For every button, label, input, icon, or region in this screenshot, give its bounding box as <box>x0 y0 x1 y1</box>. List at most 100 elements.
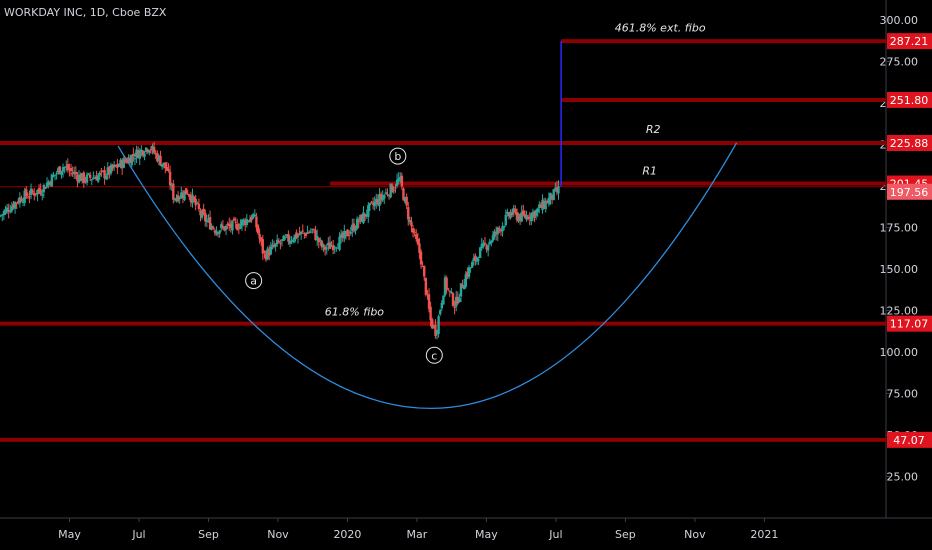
candle-body <box>293 234 296 242</box>
candle-body <box>557 186 560 194</box>
candle-body <box>407 207 410 220</box>
candle-body <box>392 189 396 191</box>
candle-body <box>514 209 517 212</box>
candle-body <box>554 187 557 190</box>
candle-body <box>247 220 250 222</box>
candle-body <box>85 174 89 183</box>
candle-body <box>148 150 151 153</box>
candle-body <box>268 249 271 256</box>
candle-body <box>456 296 460 304</box>
price-badge-label: 251.80 <box>890 94 929 107</box>
candle-body <box>445 277 448 290</box>
annotation-label[interactable]: R2 <box>646 123 661 136</box>
candle-body <box>322 244 325 247</box>
candle-body <box>349 231 352 234</box>
candle-body <box>347 234 351 236</box>
candle-body <box>327 242 330 246</box>
candle-body <box>547 197 551 205</box>
candle-body <box>290 240 293 242</box>
candle-body <box>542 201 546 209</box>
candle-body <box>312 228 316 230</box>
candle-body <box>73 171 76 174</box>
candle-body <box>402 188 405 201</box>
wave-label-circle[interactable] <box>389 147 407 165</box>
candle-body <box>143 154 146 157</box>
candle-body <box>76 175 79 181</box>
candle-body <box>125 161 129 163</box>
candle-body <box>395 179 399 187</box>
candle-body <box>234 221 237 223</box>
candle-body <box>435 332 439 335</box>
candle-body <box>440 303 444 309</box>
candle-body <box>303 232 306 234</box>
candle-body <box>482 242 485 247</box>
candle-body <box>53 174 57 176</box>
candle-body <box>541 199 544 211</box>
candle-body <box>328 242 332 249</box>
candle-body <box>255 216 258 228</box>
candle-body <box>355 218 359 230</box>
annotation-label[interactable]: 461.8% ext. fibo <box>615 22 706 35</box>
candle-body <box>480 244 483 249</box>
candle-body <box>413 231 416 233</box>
candle-body <box>61 167 65 172</box>
candle-body <box>450 291 453 293</box>
candle-body <box>490 240 493 244</box>
candle-body <box>494 232 498 234</box>
wave-label-circle[interactable] <box>245 272 263 290</box>
candle-body <box>296 235 300 237</box>
candle-body <box>533 211 536 218</box>
candle-body <box>167 169 170 171</box>
candle-body <box>29 188 33 196</box>
x-tick-label: 2021 <box>750 528 778 541</box>
annotation-label[interactable]: R1 <box>642 164 657 177</box>
candle-body <box>1 214 4 216</box>
y-tick-label: 100.00 <box>880 346 919 359</box>
candle-body <box>333 247 336 249</box>
wave-label: c <box>431 349 437 362</box>
x-tick-label: Sep <box>198 528 219 541</box>
candle-body <box>79 174 82 182</box>
candle-body <box>325 247 328 249</box>
chart-title: WORKDAY INC, 1D, Cboe BZX <box>4 6 167 19</box>
wave-label-circle[interactable] <box>425 346 443 364</box>
candle-body <box>180 192 183 199</box>
candle-body <box>432 325 436 327</box>
price-badge <box>887 134 932 151</box>
cup-curve[interactable] <box>117 142 738 410</box>
candle-body <box>138 150 141 159</box>
candle-body <box>331 245 335 251</box>
candle-body <box>39 189 42 195</box>
candle-body <box>103 169 106 179</box>
candle-body <box>493 231 496 237</box>
candle-body <box>124 160 127 162</box>
candle-body <box>400 175 404 187</box>
candle-body <box>4 209 7 214</box>
candle-body <box>394 187 397 189</box>
candle-body <box>88 174 92 178</box>
candle-body <box>18 197 22 204</box>
candle-body <box>491 235 495 241</box>
candle-body <box>555 187 559 192</box>
candle-body <box>343 231 346 239</box>
annotation-label[interactable]: 61.8% fibo <box>325 305 385 318</box>
candle-body <box>49 182 52 185</box>
candle-body <box>157 155 161 161</box>
candle-body <box>212 227 215 229</box>
candle-body <box>525 215 528 220</box>
candle-body <box>339 234 343 238</box>
candle-body <box>415 234 418 239</box>
candle-body <box>469 267 472 269</box>
last-price-label: 197.56 <box>890 186 929 199</box>
candle-body <box>207 218 210 220</box>
y-tick-label: 75.00 <box>887 387 919 400</box>
candle-body <box>526 216 530 219</box>
candle-body <box>269 246 273 255</box>
candle-body <box>23 190 26 203</box>
candle-body <box>351 224 354 231</box>
candle-body <box>55 173 58 175</box>
candle-body <box>92 177 95 180</box>
candle-body <box>442 295 445 305</box>
candle-body <box>21 201 25 203</box>
